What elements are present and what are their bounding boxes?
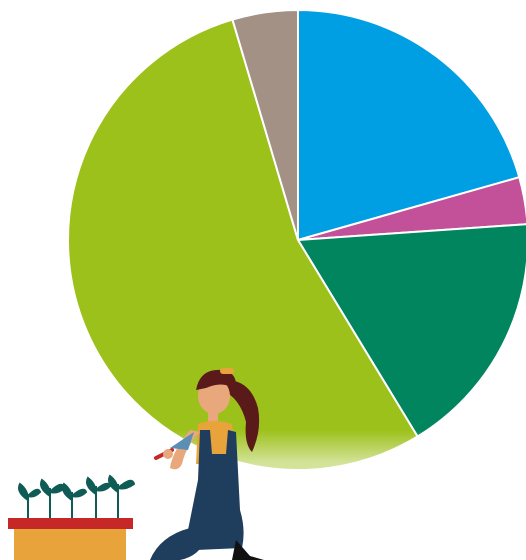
gardener-illustration-icon <box>8 368 264 560</box>
pie-slice-2 <box>297 175 526 241</box>
pie-slice-3 <box>296 223 526 438</box>
pie-slices <box>67 8 526 471</box>
seedling-tray-icon <box>8 474 136 560</box>
pie-slice-5 <box>231 8 299 241</box>
gardener-figure-icon <box>150 368 264 560</box>
pie-slice-1 <box>297 8 521 242</box>
seedlings-icon <box>18 474 136 518</box>
